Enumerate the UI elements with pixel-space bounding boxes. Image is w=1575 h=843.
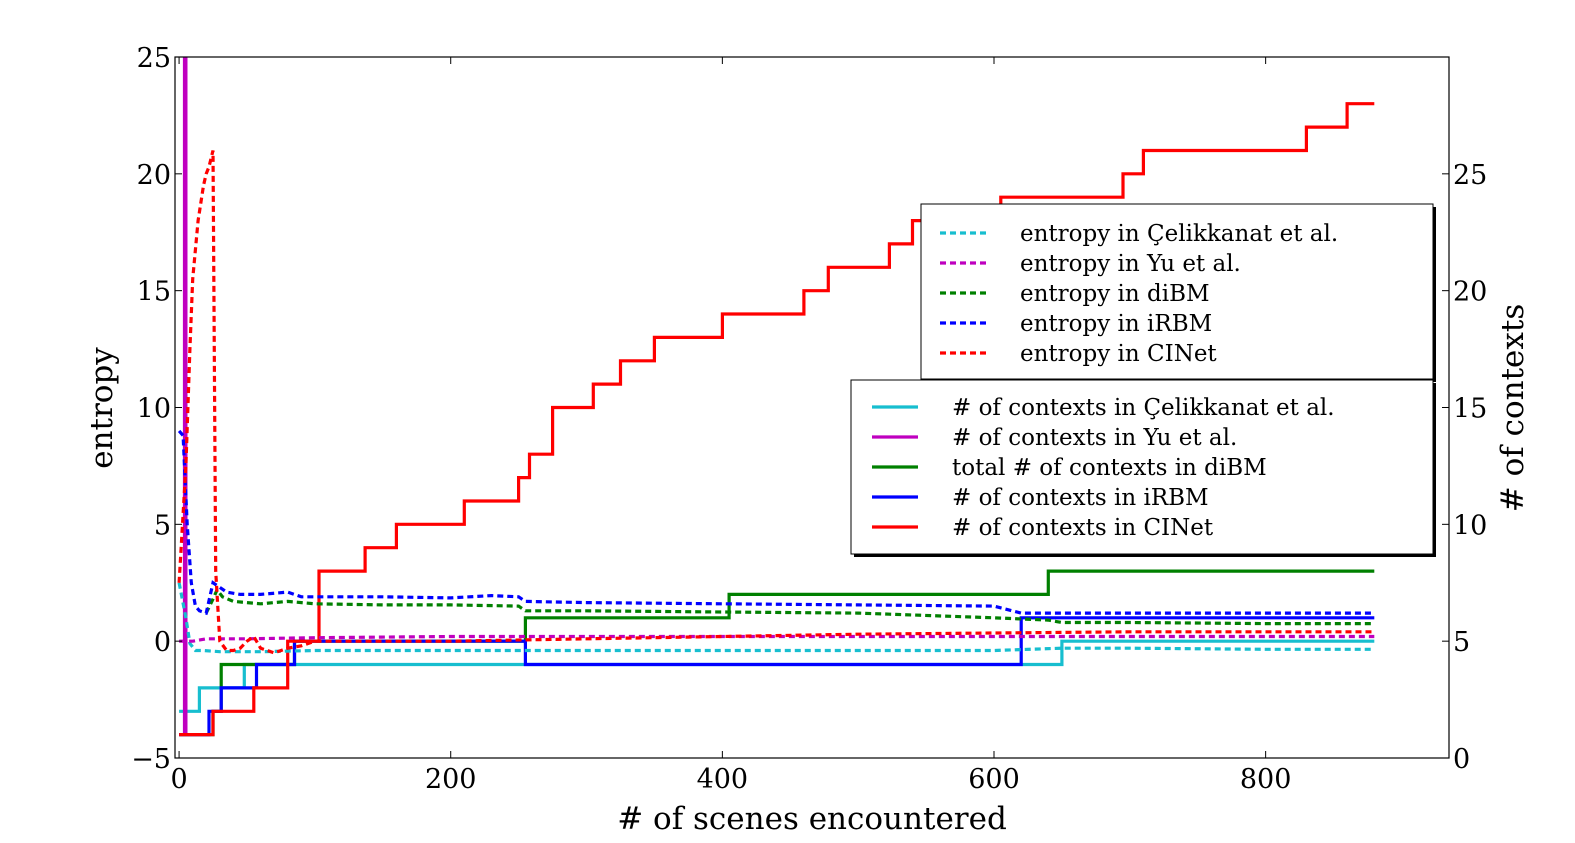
legend-label-entropy-in-yu-et-al: entropy in Yu et al. bbox=[1020, 251, 1241, 277]
legend-entropy: entropy in Çelikkanat et al. entropy in Y… bbox=[920, 203, 1436, 382]
legend-label-entropy-in-dibm: entropy in diBM bbox=[1020, 281, 1210, 307]
y-tick-label-right: 20 bbox=[1453, 277, 1487, 308]
y-tick-label-left: 10 bbox=[137, 394, 171, 425]
legend-label-of-contexts-in-irbm: # of contexts in iRBM bbox=[952, 485, 1209, 511]
x-tick-label: 400 bbox=[697, 764, 749, 795]
x-tick-label: 0 bbox=[170, 764, 187, 795]
legend-label-entropy-in-elikkanat-et-al: entropy in Çelikkanat et al. bbox=[1020, 221, 1338, 247]
y-tick-label-right: 10 bbox=[1453, 510, 1487, 541]
series-of-contexts-in-elikkanat-et-al bbox=[179, 639, 1375, 713]
x-tick-label: 600 bbox=[968, 764, 1020, 795]
legend-label-of-contexts-in-cinet: # of contexts in CINet bbox=[952, 515, 1214, 541]
y-tick-label-right: 5 bbox=[1453, 627, 1470, 658]
legend-label-entropy-in-irbm: entropy in iRBM bbox=[1020, 311, 1212, 337]
x-tick-label: 800 bbox=[1240, 764, 1292, 795]
legend-entropy-box bbox=[920, 203, 1434, 380]
y-tick-label-right: 25 bbox=[1453, 160, 1487, 191]
y-axis-title-left: entropy bbox=[84, 347, 120, 469]
y-tick-label-left: 15 bbox=[137, 277, 171, 308]
series-entropy-in-yu-et-al bbox=[179, 634, 1375, 643]
series-of-contexts-in-cinet bbox=[179, 102, 1375, 737]
series-entropy-in-irbm bbox=[177, 429, 1375, 616]
legend-label-of-contexts-in-yu-et-al: # of contexts in Yu et al. bbox=[952, 425, 1237, 451]
y-tick-label-left: 25 bbox=[137, 43, 171, 74]
plot-lines bbox=[177, 57, 1375, 737]
legend-label-of-contexts-in-elikkanat-et-al: # of contexts in Çelikkanat et al. bbox=[952, 395, 1335, 421]
y-tick-label-right: 0 bbox=[1453, 744, 1470, 775]
y-tick-label-left: −5 bbox=[131, 744, 171, 775]
legend-label-entropy-in-cinet: entropy in CINet bbox=[1020, 341, 1217, 367]
legend-label-total-of-contexts-in-dibm: total # of contexts in diBM bbox=[952, 455, 1267, 481]
legend-contexts: # of contexts in Çelikkanat et al. # of c… bbox=[850, 379, 1436, 557]
y-tick-label-left: 0 bbox=[154, 627, 171, 658]
legend-contexts-box bbox=[850, 379, 1434, 555]
series-entropy-in-elikkanat-et-al bbox=[177, 582, 1375, 654]
series-entropy-in-cinet bbox=[177, 150, 1375, 655]
y-tick-label-left: 5 bbox=[154, 510, 171, 541]
y-axis-title-right: # of contexts bbox=[1495, 304, 1531, 512]
x-axis-title: # of scenes encountered bbox=[617, 801, 1007, 837]
series-of-contexts-in-irbm bbox=[179, 616, 1375, 737]
y-tick-label-left: 20 bbox=[137, 160, 171, 191]
y-tick-label-right: 15 bbox=[1453, 394, 1487, 425]
x-tick-label: 200 bbox=[425, 764, 477, 795]
series-of-contexts-in-yu-et-al bbox=[182, 57, 188, 735]
series-entropy-in-dibm bbox=[204, 586, 1375, 626]
